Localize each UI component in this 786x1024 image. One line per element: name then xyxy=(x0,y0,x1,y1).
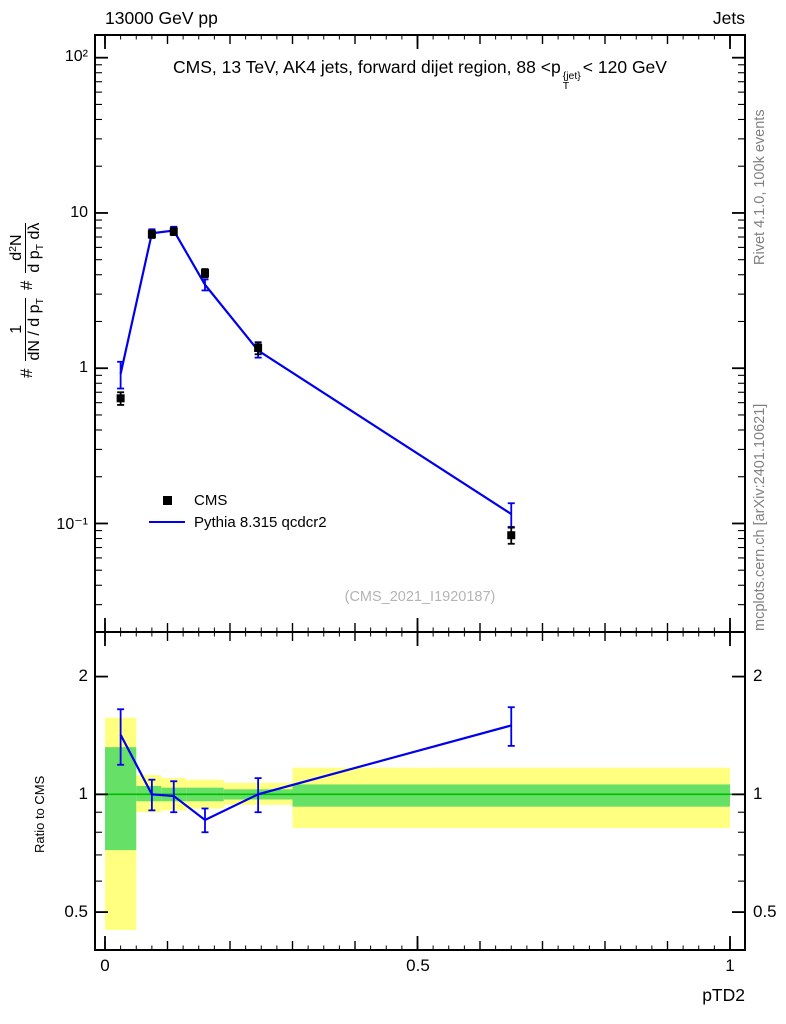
frac2-denominator: d pT dλ xyxy=(26,222,47,273)
ylabel-fraction-2: d2N d pT dλ xyxy=(7,222,47,273)
main-frame xyxy=(94,34,746,633)
frac1-numerator: 1 xyxy=(8,324,25,334)
pythia-errorbars-main xyxy=(117,225,515,528)
plot-title: CMS, 13 TeV, AK4 jets, forward dijet reg… xyxy=(95,57,745,91)
ylabel-hash-2: # xyxy=(17,280,37,291)
ytick-1: 1 xyxy=(79,359,88,376)
ratio-tick-left-0p5: 0.5 xyxy=(64,902,88,921)
xtick-0: 0 xyxy=(100,956,110,975)
legend-item-pythia: Pythia 8.315 qcdcr2 xyxy=(148,511,327,533)
ytick-0p1: 10⁻¹ xyxy=(56,516,88,533)
title-subscript: T xyxy=(562,79,570,92)
title-pt-stack: {jet} T xyxy=(562,70,581,92)
ratio-tick-right-0p5: 0.5 xyxy=(753,902,777,921)
cms-data-markers xyxy=(116,227,516,540)
pythia-line-ratio xyxy=(119,724,512,822)
pythia-line-main xyxy=(119,229,512,515)
title-text-a: CMS, 13 TeV, AK4 jets, forward dijet reg… xyxy=(173,57,561,77)
square-marker-icon xyxy=(162,495,172,505)
frac1-denominator: dN / d pT xyxy=(26,298,47,361)
ratio-tick-right-1: 1 xyxy=(753,784,763,803)
legend-item-cms: CMS xyxy=(148,489,327,511)
line-marker-icon xyxy=(149,521,185,523)
ratio-frame xyxy=(94,631,746,951)
analysis-id-watermark: (CMS_2021_I1920187) xyxy=(344,589,496,605)
ratio-tick-left-2: 2 xyxy=(78,666,88,685)
main-y-axis-label: # 1 dN / d pT # d2N d pT dλ xyxy=(7,222,47,378)
legend-label-pythia: Pythia 8.315 qcdcr2 xyxy=(194,513,327,531)
ratio-tick-right-2: 2 xyxy=(753,666,763,685)
header-beam-energy: 13000 GeV pp xyxy=(105,8,218,28)
legend-label-cms: CMS xyxy=(194,491,228,509)
title-superscript: {jet} xyxy=(562,70,581,82)
x-axis-label: pTD2 xyxy=(702,985,745,1005)
xtick-0p5: 0.5 xyxy=(406,956,430,975)
title-text-b: < 120 GeV xyxy=(582,57,667,77)
mcplots-reference-note: mcplots.cern.ch [arXiv:2401.10621] xyxy=(752,403,768,631)
rivet-version-note: Rivet 4.1.0, 100k events xyxy=(752,109,768,265)
legend: CMS Pythia 8.315 qcdcr2 xyxy=(148,489,327,533)
pythia-errorbars-ratio xyxy=(117,706,515,834)
frac2-numerator: d2N xyxy=(7,234,25,261)
ytick-100: 10² xyxy=(64,48,88,65)
uncertainty-bands xyxy=(105,717,730,930)
ylabel-fraction-1: 1 dN / d pT xyxy=(8,298,47,361)
header-process: Jets xyxy=(712,8,745,28)
ytick-10: 10 xyxy=(70,204,88,221)
pythia-line-swatch xyxy=(148,521,186,523)
cms-marker-swatch xyxy=(148,495,186,505)
ratio-y-axis-label: Ratio to CMS xyxy=(32,775,47,853)
xtick-1: 1 xyxy=(725,956,735,975)
axis-ticks xyxy=(95,35,745,951)
ratio-tick-left-1: 1 xyxy=(78,784,88,803)
